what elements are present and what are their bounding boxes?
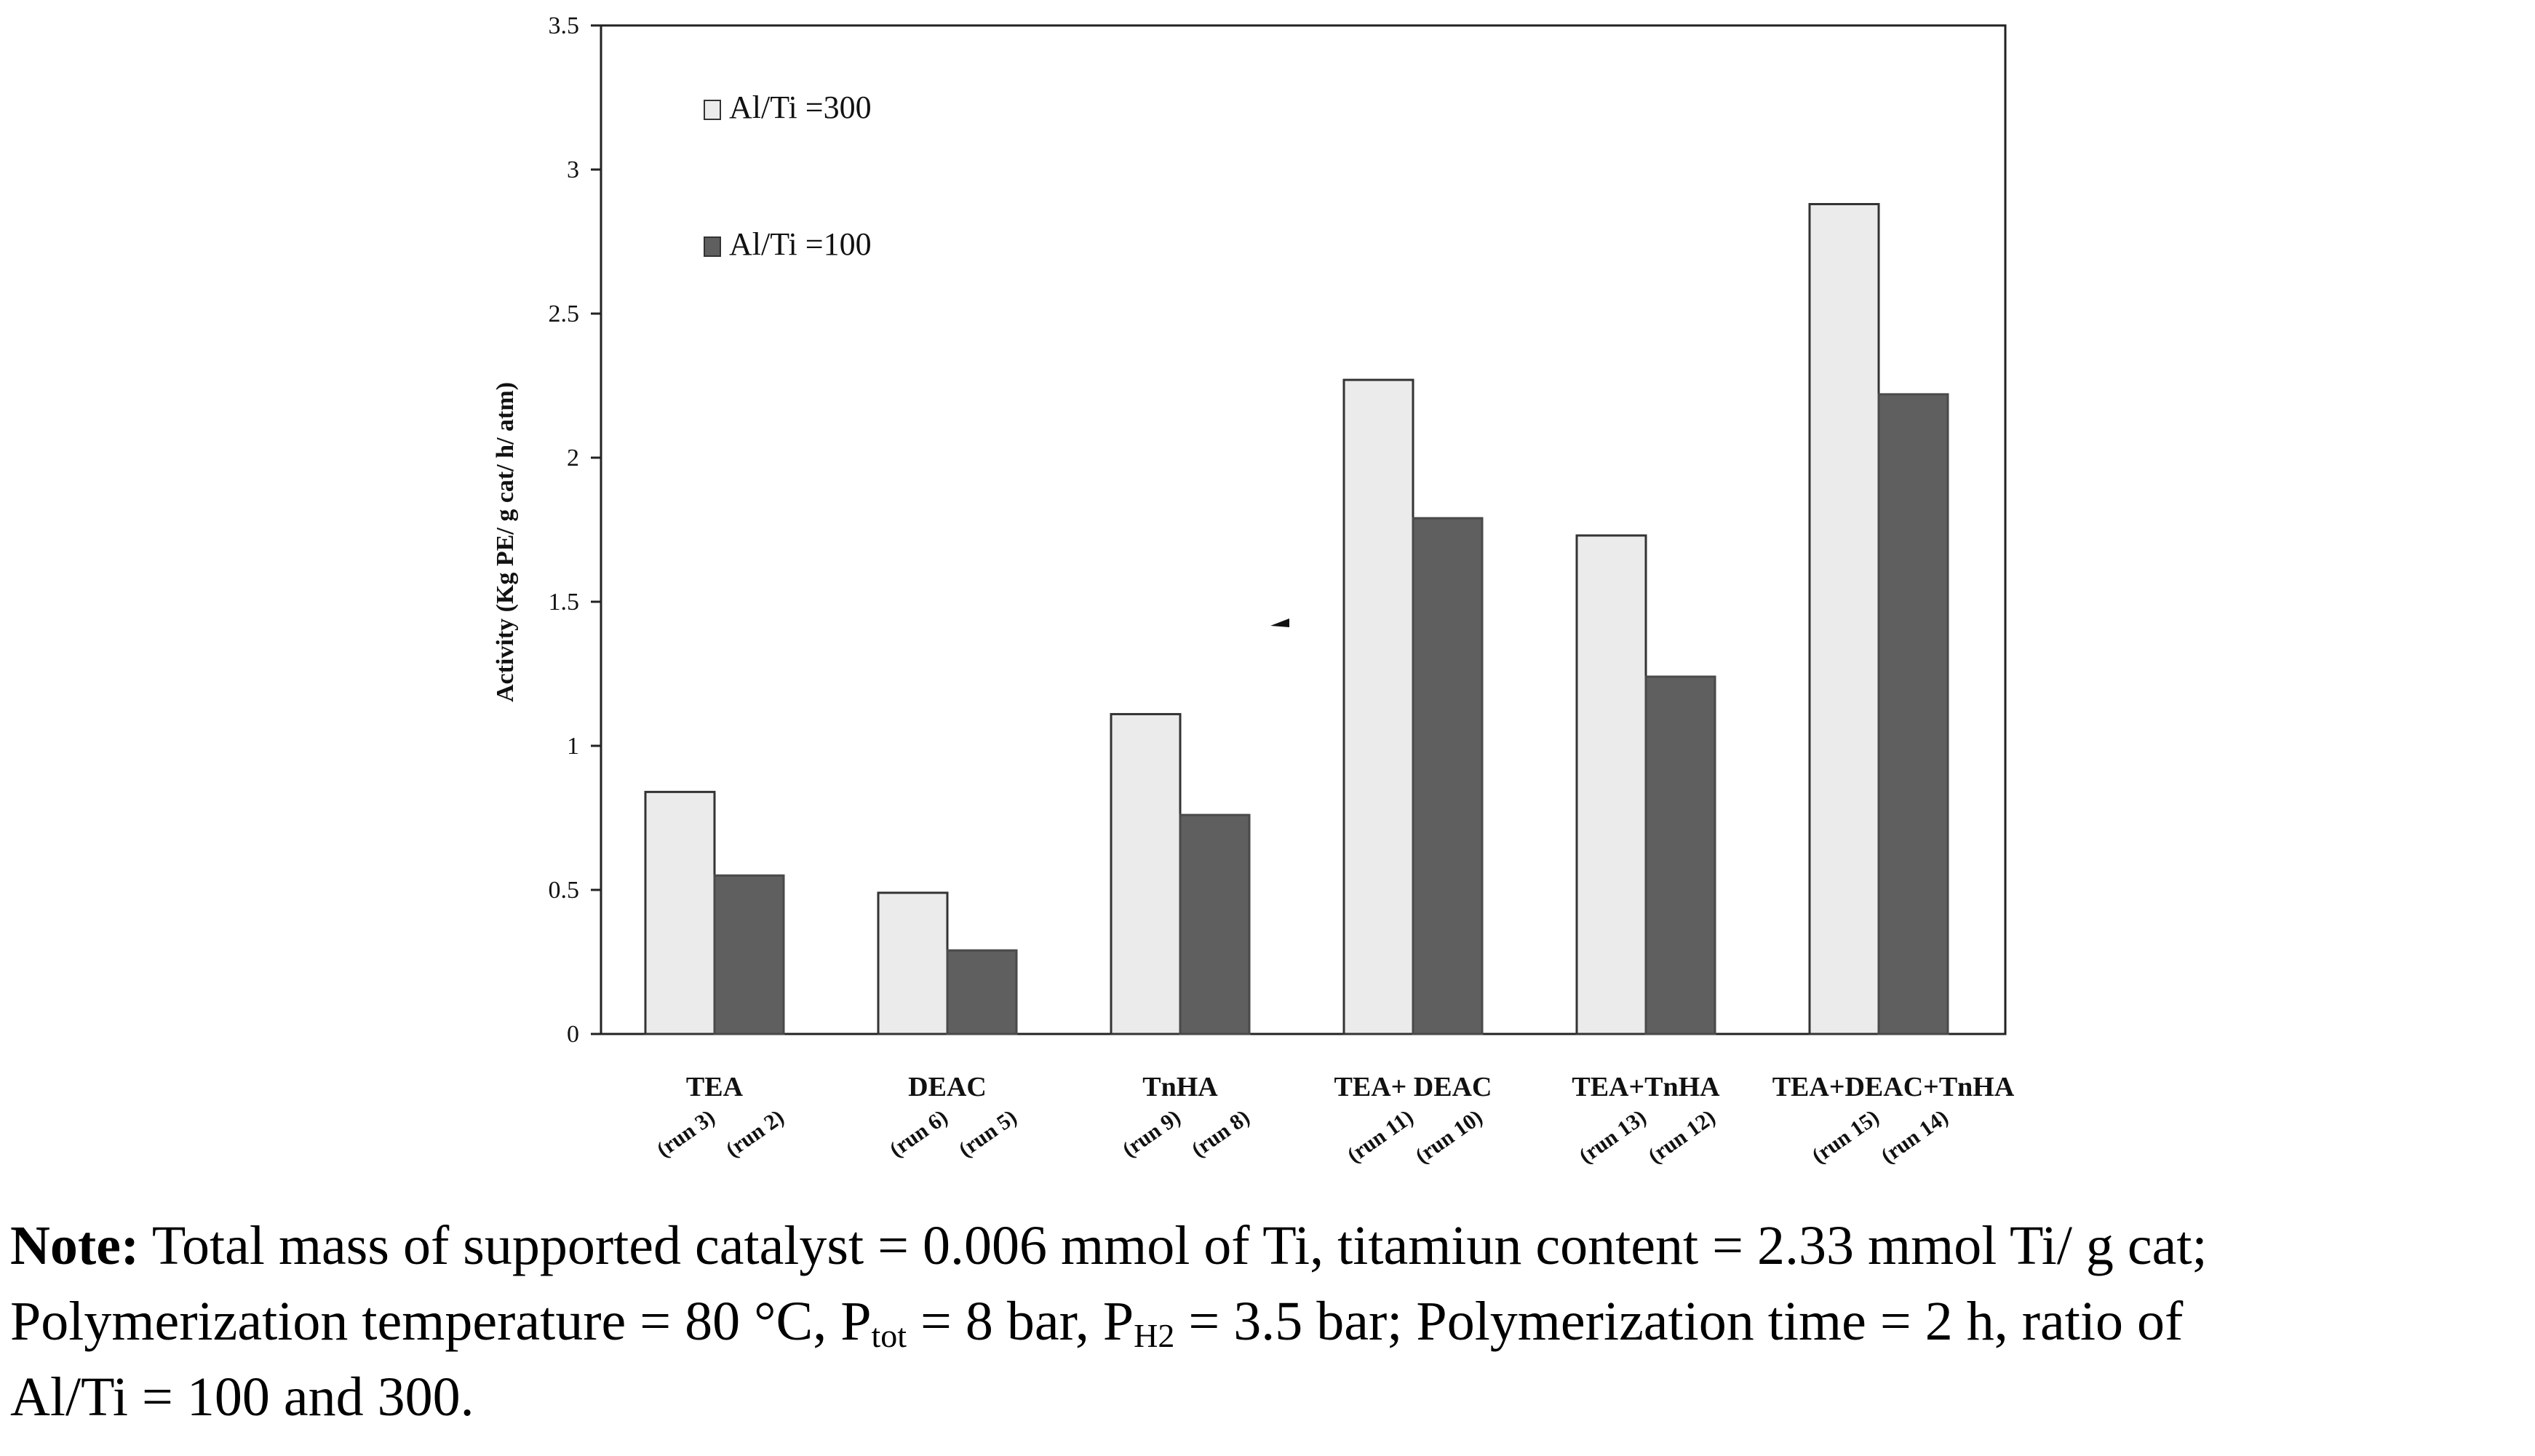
y-tick-label: 2	[567, 445, 579, 472]
plot-area	[600, 24, 2007, 1035]
legend-label: Al/Ti =100	[729, 226, 872, 262]
run-label: (run 5)	[955, 1105, 1022, 1162]
category-label: TEA+ DEAC	[1334, 1072, 1492, 1102]
y-tick-label: 2.5	[549, 301, 580, 327]
run-label: (run 3)	[653, 1105, 720, 1162]
y-tick-label: 0.5	[549, 877, 580, 904]
bar-al-ti-300	[1575, 534, 1647, 1035]
stray-arrow-mark	[1270, 618, 1289, 627]
run-label: (run 2)	[722, 1105, 789, 1162]
bar-al-ti-300	[1342, 378, 1414, 1035]
category-label: TnHA	[1142, 1072, 1218, 1102]
legend-swatch	[704, 236, 721, 257]
y-tick-label: 3	[567, 156, 579, 183]
category-label: DEAC	[908, 1072, 987, 1102]
run-label: (run 8)	[1187, 1105, 1254, 1162]
run-label: (run 12)	[1644, 1105, 1719, 1169]
run-label: (run 9)	[1118, 1105, 1185, 1162]
note-line-2: Polymerization temperature = 80 °C, Ptot…	[10, 1291, 2184, 1354]
y-tick-label: 1.5	[549, 589, 580, 616]
bar-al-ti-300	[644, 790, 716, 1035]
note-line-1: Note: Total mass of supported catalyst =…	[10, 1215, 2208, 1276]
bar-al-ti-300	[1110, 712, 1182, 1035]
bar-al-ti-100	[1179, 813, 1251, 1035]
bars	[644, 203, 1949, 1035]
y-tick-label: 3.5	[549, 12, 580, 39]
run-label: (run 11)	[1343, 1105, 1418, 1168]
legend: Al/Ti =300 Al/Ti =100	[704, 89, 872, 262]
activity-bar-chart: 00.511.522.533.5 TEA(run 3) (run 2)DEAC(r…	[492, 12, 2015, 1168]
category-label: TEA	[686, 1072, 744, 1102]
bar-al-ti-300	[1808, 203, 1880, 1035]
run-label: (run 15)	[1807, 1105, 1883, 1169]
run-label: (run 14)	[1877, 1105, 1952, 1169]
x-axis-labels: TEA(run 3) (run 2)DEAC(run 6) (run 5)TnHA(…	[653, 1072, 2015, 1168]
bar-al-ti-100	[1644, 675, 1716, 1035]
y-axis-label: Activity (Kg PE/ g cat/ h/ atm)	[492, 382, 519, 702]
run-label: (run 13)	[1575, 1105, 1650, 1169]
legend-label: Al/Ti =300	[729, 89, 872, 125]
run-label: (run 10)	[1411, 1105, 1487, 1169]
y-axis-ticks: 0 0.5 1 1.5 2 2.5 3 3.5	[549, 12, 601, 1048]
figure-note: Note: Total mass of supported catalyst =…	[10, 1208, 2528, 1435]
bar-al-ti-100	[1412, 517, 1484, 1035]
run-label: (run 6)	[886, 1105, 952, 1162]
y-tick-label: 1	[567, 733, 579, 760]
bar-al-ti-300	[877, 891, 949, 1035]
bar-al-ti-100	[946, 949, 1018, 1035]
bar-al-ti-100	[713, 874, 785, 1035]
legend-swatch	[704, 100, 721, 120]
category-label: TEA+TnHA	[1572, 1072, 1720, 1102]
category-label: TEA+DEAC+TnHA	[1772, 1072, 2015, 1102]
y-tick-label: 0	[567, 1021, 579, 1048]
bar-al-ti-100	[1877, 393, 1949, 1035]
note-label: Note:	[10, 1215, 140, 1276]
note-line-3: Al/Ti = 100 and 300.	[10, 1367, 474, 1428]
